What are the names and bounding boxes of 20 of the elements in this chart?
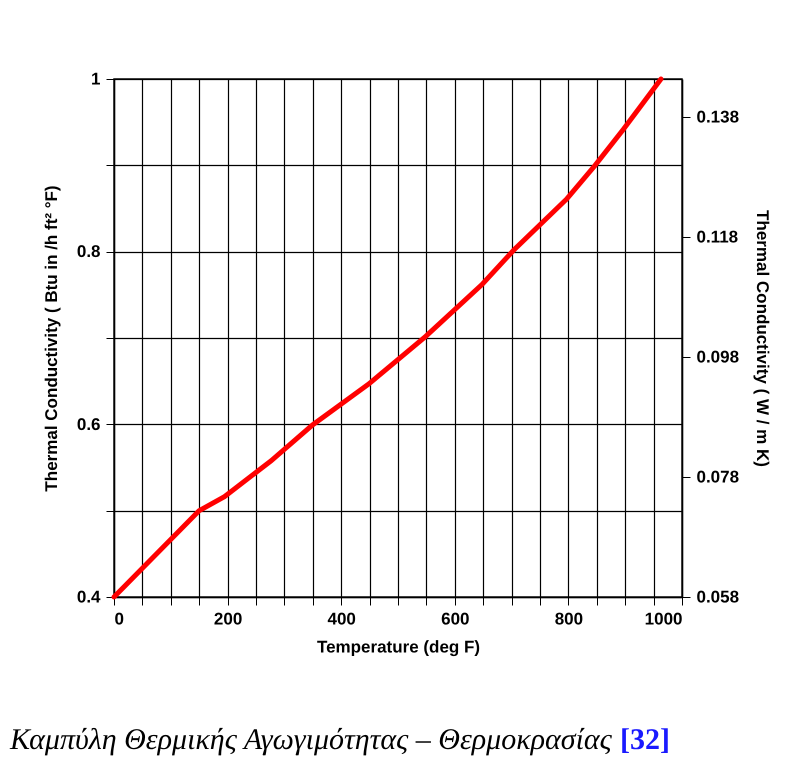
x-tick-label: 0 [114, 610, 124, 628]
y2-tick-label: 0.078 [696, 467, 740, 486]
y-tick-label: 1 [91, 70, 100, 88]
y-tick-label: 0.4 [76, 588, 102, 606]
x-tick-label: 1000 [644, 610, 682, 628]
y-tick-label: 0.6 [76, 414, 100, 434]
y2-tick-label: 0.098 [696, 347, 740, 366]
y-tick-label: 0.8 [76, 242, 100, 262]
y2-axis-title: Thermal Conductivity ( W / m K) [753, 210, 772, 467]
x-tick-label: 800 [554, 610, 584, 628]
y2-tick-label: 0.058 [696, 588, 740, 606]
y-axis-title: Thermal Conductivity ( Btu in /h ft² °F) [42, 185, 61, 492]
x-tick-label: 600 [441, 610, 470, 628]
x-axis-title: Temperature (deg F) [316, 638, 480, 656]
text: [32] [620, 723, 670, 756]
text: Καμπύλη Θερμικής Αγωγιμότητας – Θερμοκρασίας [9, 723, 613, 756]
y2-tick-label: 0.118 [696, 227, 738, 246]
x-tick-label: 400 [328, 610, 356, 628]
x-tick-label: 200 [214, 610, 242, 628]
y2-tick-label: 0.138 [696, 107, 740, 126]
